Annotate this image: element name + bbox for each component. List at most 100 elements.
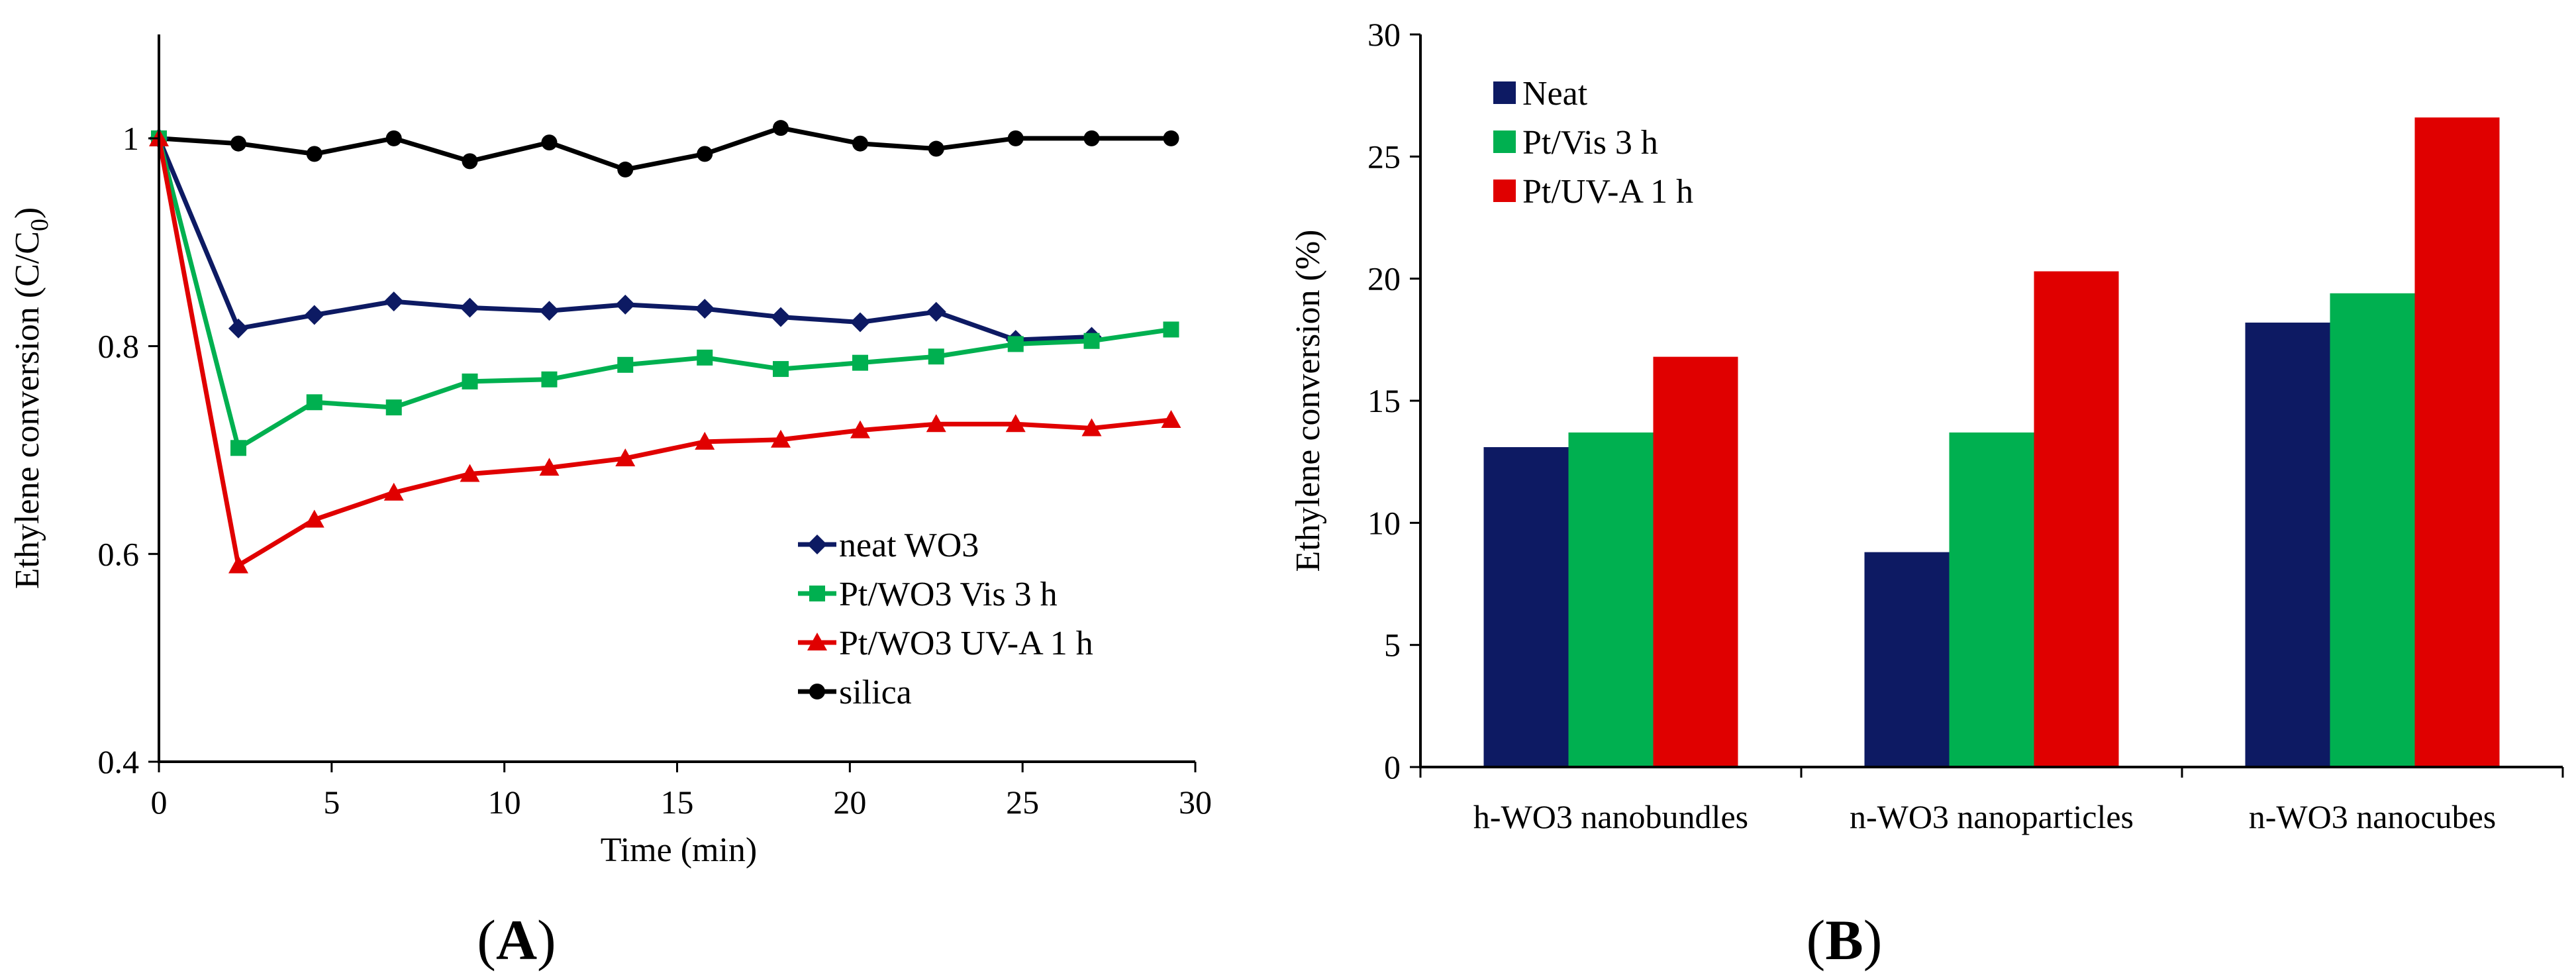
series-silica: [151, 120, 1179, 178]
bar-group-h-wo3-nanobundles: [1483, 356, 1738, 767]
bar-pt-uv-a-1-h: [2414, 117, 2500, 767]
legend-label: Neat: [1522, 75, 1588, 113]
legend-marker-neat-wo3: [807, 535, 827, 554]
data-point-neat-wo3: [850, 312, 870, 333]
panel-b-y-axis-title: Ethylene conversion (%): [1289, 230, 1327, 572]
panel-a-label: (A): [477, 908, 556, 972]
panel-a-x-tick-label: 15: [661, 784, 694, 821]
data-point-silica: [697, 146, 713, 162]
data-point-pt-wo3-uv-a-1-h: [771, 429, 791, 448]
panel-a-x-tick-label: 10: [488, 784, 521, 821]
panel-b-y-tick-label: 30: [1367, 16, 1401, 53]
panel-b-y-tick-label: 0: [1384, 748, 1401, 786]
data-point-silica: [462, 153, 478, 170]
series-line-silica: [158, 125, 1171, 172]
legend-marker-pt-wo3-vis-3-h: [809, 586, 825, 601]
data-point-neat-wo3: [460, 297, 480, 318]
panel-b-y-tick-label: 20: [1367, 260, 1401, 297]
panel-b-y-tick-label: 15: [1367, 382, 1401, 419]
legend-swatch: [1493, 180, 1516, 202]
panel-a-x-tick-label: 5: [323, 784, 340, 821]
legend-label: Pt/WO3 UV-A 1 h: [839, 625, 1093, 662]
data-point-silica: [852, 135, 868, 152]
legend-label: Pt/Vis 3 h: [1522, 124, 1658, 162]
legend-swatch: [1493, 81, 1516, 104]
data-point-pt-wo3-vis-3-h: [773, 361, 789, 378]
data-point-pt-wo3-vis-3-h: [462, 373, 478, 389]
data-point-silica: [385, 130, 402, 146]
data-point-pt-wo3-vis-3-h: [306, 394, 322, 411]
data-point-neat-wo3: [695, 299, 715, 319]
panel-a-y-tick-label: 0.4: [98, 743, 140, 780]
bar-neat: [1864, 552, 1950, 767]
data-point-neat-wo3: [228, 318, 248, 338]
legend-item-pt-uv-a-1-h: Pt/UV-A 1 h: [1493, 173, 1693, 211]
legend-marker-pt-wo3-uv-a-1-h: [807, 633, 827, 650]
series-line-pt-wo3-uv-a-1-h: [156, 138, 1171, 568]
legend-marker-silica: [809, 684, 825, 699]
data-point-silica: [617, 161, 634, 178]
series-pt-wo3-vis-3-h: [151, 130, 1179, 456]
bar-pt-vis-3-h: [1568, 432, 1654, 767]
panel-b-y-tick-label: 10: [1367, 504, 1401, 541]
data-point-pt-wo3-uv-a-1-h: [926, 414, 946, 433]
legend-item-pt-wo3-vis-3-h: Pt/WO3 Vis 3 h: [798, 576, 1058, 613]
legend-item-silica: silica: [798, 674, 912, 711]
legend-item-neat-wo3: neat WO3: [798, 527, 979, 564]
data-point-silica: [1083, 130, 1100, 146]
data-point-silica: [541, 134, 558, 151]
data-point-pt-wo3-vis-3-h: [928, 348, 944, 365]
panel-a-legend: neat WO3 Pt/WO3 Vis 3 h Pt/WO3 UV-A 1 h sil…: [798, 527, 1093, 711]
data-point-silica: [230, 135, 246, 152]
panel-a-y-ticks: 0.4 0.6 0.8 1: [98, 120, 159, 780]
data-point-neat-wo3: [771, 307, 791, 327]
bar-pt-vis-3-h: [1949, 432, 2034, 767]
bar-group-n-wo3-nanoparticles: [1864, 271, 2119, 767]
data-point-neat-wo3: [304, 305, 324, 325]
data-point-silica: [1007, 130, 1024, 146]
panel-b-y-tick-label: 25: [1367, 138, 1401, 175]
panel-b-x-ticks: h-WO3 nanobundles n-WO3 nanoparticles n-WO…: [1419, 767, 2564, 835]
panel-a-x-axis-title: Time (min): [601, 831, 757, 869]
data-point-neat-wo3: [926, 301, 946, 322]
data-point-pt-wo3-uv-a-1-h: [1081, 418, 1102, 437]
data-point-pt-wo3-uv-a-1-h: [615, 448, 636, 466]
series-line-pt-wo3-vis-3-h: [156, 137, 1171, 450]
data-point-pt-wo3-vis-3-h: [385, 399, 402, 416]
data-point-silica: [1163, 130, 1179, 146]
panel-a-y-tick-label: 0.8: [98, 328, 140, 365]
data-point-neat-wo3: [383, 291, 404, 312]
data-point-pt-wo3-uv-a-1-h: [695, 431, 715, 450]
bar-pt-uv-a-1-h: [1653, 356, 1738, 767]
legend-item-neat: Neat: [1493, 75, 1588, 113]
data-point-pt-wo3-uv-a-1-h: [460, 464, 480, 482]
legend-item-pt-wo3-uv-a-1-h: Pt/WO3 UV-A 1 h: [798, 625, 1093, 662]
panel-a-x-tick-label: 30: [1179, 784, 1212, 821]
data-point-silica: [306, 146, 322, 162]
panel-b-label: (B): [1807, 908, 1883, 972]
legend-label: Pt/WO3 Vis 3 h: [839, 576, 1058, 613]
bar-neat: [2245, 323, 2330, 767]
data-point-pt-wo3-uv-a-1-h: [850, 420, 870, 438]
data-point-silica: [773, 120, 789, 136]
legend-label: Pt/UV-A 1 h: [1522, 173, 1693, 211]
bar-neat: [1483, 447, 1569, 767]
data-point-pt-wo3-uv-a-1-h: [304, 509, 324, 528]
panel-b-y-tick-label: 5: [1384, 627, 1401, 664]
panel-a-y-axis-title: Ethylene conversion (C/C0): [9, 207, 54, 589]
bar-pt-vis-3-h: [2330, 293, 2415, 768]
panel-a-y-tick-label: 1: [123, 120, 139, 157]
data-point-pt-wo3-vis-3-h: [697, 349, 713, 366]
panel-b-legend: Neat Pt/Vis 3 h Pt/UV-A 1 h: [1493, 75, 1693, 211]
data-point-neat-wo3: [615, 294, 636, 315]
data-point-pt-wo3-vis-3-h: [1163, 321, 1179, 338]
panel-a-x-tick-label: 0: [151, 784, 168, 821]
data-point-pt-wo3-uv-a-1-h: [1161, 409, 1181, 428]
data-point-pt-wo3-vis-3-h: [541, 371, 558, 387]
data-point-pt-wo3-uv-a-1-h: [228, 555, 248, 574]
panel-a-series-layer: [149, 120, 1181, 574]
legend-swatch: [1493, 130, 1516, 153]
data-point-pt-wo3-uv-a-1-h: [1005, 414, 1026, 433]
panel-a-x-tick-label: 20: [833, 784, 866, 821]
